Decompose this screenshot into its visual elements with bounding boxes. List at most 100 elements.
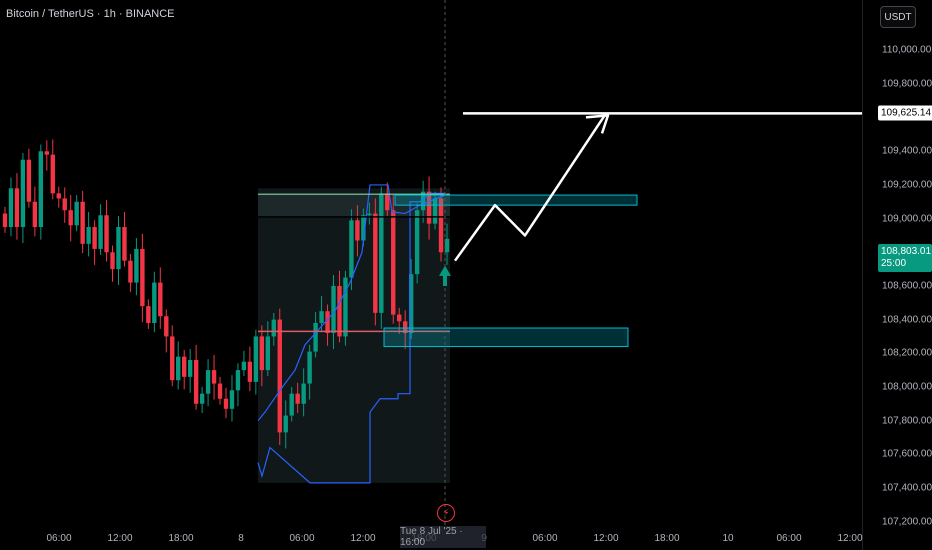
x-tick-label: 12:00 [837,533,863,544]
candle-body [199,393,205,404]
candle-body [432,198,438,224]
candle-body [420,191,426,211]
arrow-head [585,114,610,134]
candle-body [38,151,44,228]
resistance-zone [394,194,638,206]
y-tick-label: 107,800.00 [882,415,932,427]
candle-body [110,252,115,270]
candle-body [253,336,259,382]
candle-body [325,311,330,334]
y-tick-label: 108,000.00 [882,381,932,393]
candle-body [32,201,38,228]
candle-body [331,285,336,334]
y-tick-label: 108,400.00 [882,314,932,326]
y-tick-label: 109,400.00 [882,145,932,157]
top-band [258,194,450,217]
candle-body [62,198,67,211]
candle-body [426,191,432,224]
candle-body [170,336,175,381]
candle-body [265,336,271,371]
support-zone [383,327,629,348]
candle-body [50,154,55,194]
candle-body [176,356,181,381]
candle-body [187,360,193,377]
candle-body [373,213,378,313]
candle-body [205,370,211,394]
candle-body [289,393,294,416]
candle-body [98,215,103,249]
candle-body [20,159,26,228]
candle-body [92,227,97,249]
y-tick-label: 107,200.00 [882,516,932,528]
candle-body [391,210,396,315]
candle-body [397,314,402,322]
candle-body [247,361,253,382]
current-price-value: 108,803.01 [881,245,932,257]
x-tick-label: 06:00 [776,533,802,544]
x-tick-label: 06:00 [46,533,72,544]
candle-body [164,316,169,337]
candle-body [385,193,390,211]
candle-body [116,227,121,270]
x-tick-label: 18:00 [168,533,194,544]
target-price-badge: 109,625.14 [878,105,932,121]
x-tick-label: 12:00 [107,533,133,544]
countdown-timer: 25:00 [881,257,907,269]
lightning-icon[interactable]: ⚡ [437,504,455,522]
candle-body [2,213,8,228]
candle-body [241,361,247,371]
y-tick-label: 107,600.00 [882,448,932,460]
candle-body [355,220,360,241]
candle-body [414,210,420,275]
y-tick-label: 107,400.00 [882,482,932,494]
candle-body [152,282,157,323]
candle-body [283,415,288,433]
candle-body [229,390,235,409]
candle-body [313,322,318,352]
x-tick-label: 8 [238,533,244,544]
y-tick-label: 109,200.00 [882,179,932,191]
candle-body [444,238,450,253]
candle-body [128,260,133,283]
candle-body [134,248,139,283]
candle-body [86,227,91,244]
current-price-badge: 108,803.01 25:00 [878,243,932,272]
lower-channel-line [257,192,445,484]
projection-arrow [453,112,608,262]
candle-body [235,370,241,391]
candle-body [295,393,300,404]
candle-body [211,370,217,384]
candle-body [122,227,127,261]
candle-body [343,277,348,337]
candle-body [361,215,366,241]
candle-body [146,306,151,323]
candle-body [68,210,73,226]
candle-body [379,193,384,313]
chart-title: Bitcoin / TetherUS · 1h · BINANCE [6,8,175,20]
candle-body [223,398,229,409]
candle-body [56,193,61,199]
candle-body [104,215,109,253]
long-arrow-icon [439,265,451,286]
candle-body [14,188,20,228]
x-tick-label: 06:00 [532,533,558,544]
candle-body [193,360,199,404]
x-tick-label: 10 [722,533,734,544]
candle-body [158,282,163,317]
candle-body [337,285,342,337]
candle-body [301,383,306,404]
candle-body [408,274,414,334]
candle-body [74,201,79,226]
candle-body [181,356,187,377]
candle-body [140,248,145,307]
currency-button[interactable]: USDT [880,6,916,28]
price-scale[interactable] [862,0,932,550]
upper-channel-line [257,184,446,421]
candle-body [271,319,276,337]
y-tick-label: 108,200.00 [882,347,932,359]
candle-body [217,383,223,399]
candle-body [259,336,265,371]
candle-body [44,151,50,155]
crosshair-time-label: Tue 8 Jul '25 · 16:00 [400,526,486,548]
